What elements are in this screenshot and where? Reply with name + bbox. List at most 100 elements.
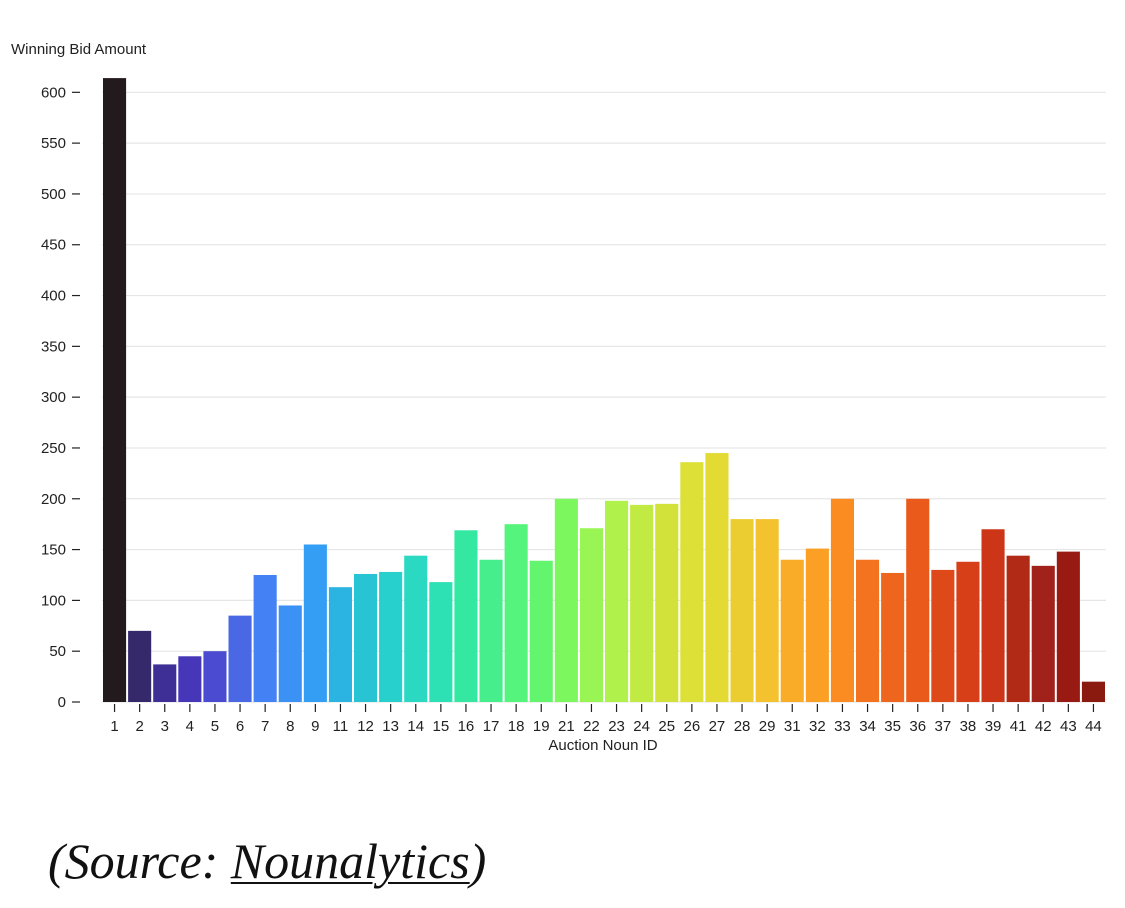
x-tick-label: 43 <box>1060 718 1077 735</box>
x-tick-label: 29 <box>759 718 776 735</box>
bar-noun-38 <box>956 561 980 702</box>
y-axis-title: Winning Bid Amount <box>11 41 147 58</box>
bar-noun-13 <box>379 571 403 702</box>
bar-noun-42 <box>1031 565 1055 702</box>
bar-noun-33 <box>830 498 854 702</box>
bar-noun-8 <box>278 605 302 702</box>
bar-noun-29 <box>755 519 779 702</box>
bar-noun-44 <box>1081 681 1105 702</box>
y-tick-label: 300 <box>41 389 66 406</box>
bar-noun-3 <box>153 664 177 702</box>
x-tick-label: 21 <box>558 718 575 735</box>
bar-noun-5 <box>203 651 227 702</box>
bar-noun-27 <box>705 453 729 702</box>
x-tick-label: 42 <box>1035 718 1052 735</box>
x-tick-label: 24 <box>633 718 650 735</box>
y-tick-label: 600 <box>41 84 66 101</box>
source-caption: (Source: Nounalytics) <box>48 832 486 890</box>
x-tick-label: 11 <box>333 718 349 735</box>
bar-noun-35 <box>881 572 905 702</box>
bar-noun-41 <box>1006 555 1030 702</box>
y-tick-label: 500 <box>41 186 66 203</box>
y-tick-label: 550 <box>41 135 66 152</box>
bar-noun-43 <box>1056 551 1080 702</box>
x-tick-label: 36 <box>909 718 926 735</box>
bar-noun-22 <box>579 528 603 702</box>
bars <box>103 78 1105 702</box>
bar-noun-2 <box>128 630 152 702</box>
bar-noun-18 <box>504 524 528 702</box>
x-tick-label: 6 <box>236 718 244 735</box>
bar-noun-6 <box>228 615 252 702</box>
x-tick-label: 34 <box>859 718 876 735</box>
x-tick-label: 35 <box>884 718 901 735</box>
bar-noun-16 <box>454 530 478 702</box>
x-tick-label: 39 <box>985 718 1002 735</box>
bar-noun-19 <box>529 560 553 702</box>
x-tick-label: 3 <box>161 718 169 735</box>
gridlines <box>102 91 1106 703</box>
x-tick-label: 1 <box>110 718 118 735</box>
y-tick-label: 400 <box>41 288 66 305</box>
x-tick-label: 18 <box>508 718 525 735</box>
x-tick-label: 41 <box>1010 718 1027 735</box>
x-tick-label: 27 <box>709 718 726 735</box>
bar-noun-4 <box>178 656 202 702</box>
x-tick-label: 16 <box>458 718 475 735</box>
y-tick-label: 200 <box>41 491 66 508</box>
bar-noun-23 <box>605 500 629 702</box>
bar-noun-36 <box>906 498 930 702</box>
bar-noun-1 <box>103 78 127 702</box>
y-tick-label: 350 <box>41 338 66 355</box>
x-tick-label: 22 <box>583 718 600 735</box>
bar-noun-26 <box>680 462 704 702</box>
y-tick-label: 50 <box>49 643 66 660</box>
y-tick-label: 100 <box>41 592 66 609</box>
x-tick-label: 13 <box>382 718 399 735</box>
x-tick-label: 44 <box>1085 718 1102 735</box>
x-tick-label: 19 <box>533 718 550 735</box>
x-tick-label: 15 <box>433 718 450 735</box>
x-tick-label: 17 <box>483 718 500 735</box>
x-tick-label: 7 <box>261 718 269 735</box>
x-tick-label: 12 <box>357 718 374 735</box>
bar-noun-25 <box>655 503 679 702</box>
y-tick-label: 450 <box>41 237 66 254</box>
x-tick-label: 38 <box>960 718 977 735</box>
source-link[interactable]: Nounalytics <box>230 833 470 889</box>
x-tick-label: 28 <box>734 718 751 735</box>
source-suffix: ) <box>469 833 487 889</box>
bar-noun-24 <box>630 504 654 702</box>
bar-noun-7 <box>253 574 277 702</box>
bar-noun-11 <box>328 587 352 702</box>
bar-noun-34 <box>856 559 880 702</box>
x-tick-label: 5 <box>211 718 219 735</box>
bar-noun-32 <box>805 548 829 702</box>
bar-noun-12 <box>354 573 378 702</box>
x-axis: 1 2 3 4 5 6 7 8 9 11 12 13 14 15 16 17 18 19 21 22 23 24 25 26 2… <box>110 704 1102 735</box>
bar-noun-28 <box>730 519 754 702</box>
x-axis-title: Auction Noun ID <box>548 737 657 754</box>
bar-noun-9 <box>303 544 327 702</box>
x-tick-label: 33 <box>834 718 851 735</box>
x-tick-label: 32 <box>809 718 826 735</box>
bar-noun-39 <box>981 529 1005 702</box>
x-tick-label: 8 <box>286 718 294 735</box>
bar-noun-17 <box>479 559 503 702</box>
x-tick-label: 25 <box>658 718 675 735</box>
x-tick-label: 9 <box>311 718 319 735</box>
bar-noun-14 <box>404 555 428 702</box>
y-axis: 0 50 100 150 200 250 300 350 400 450 500 550 600 <box>41 84 80 711</box>
y-tick-label: 250 <box>41 440 66 457</box>
bar-noun-31 <box>780 559 804 702</box>
x-tick-label: 26 <box>684 718 701 735</box>
x-tick-label: 37 <box>935 718 952 735</box>
bar-noun-15 <box>429 582 453 702</box>
x-tick-label: 2 <box>135 718 143 735</box>
source-prefix: (Source: <box>48 833 231 889</box>
x-tick-label: 4 <box>186 718 194 735</box>
x-tick-label: 14 <box>407 718 424 735</box>
bar-noun-21 <box>554 498 578 702</box>
bar-noun-37 <box>931 569 955 702</box>
